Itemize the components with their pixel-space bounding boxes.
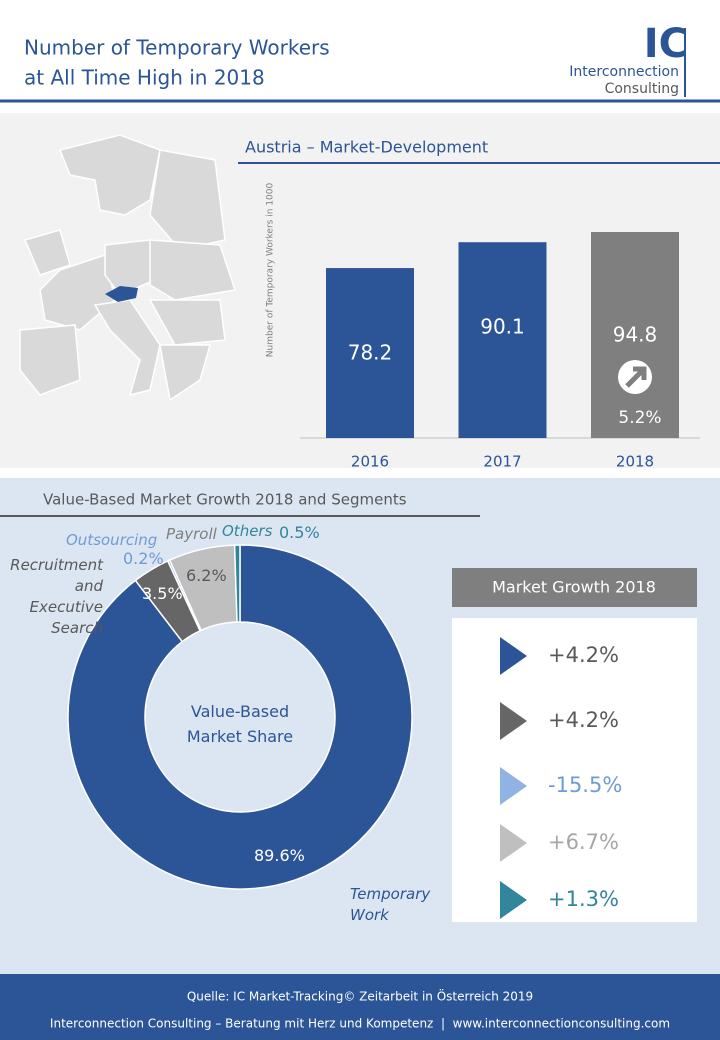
donut-segment bbox=[67, 544, 413, 890]
growth-header-bg bbox=[452, 568, 697, 607]
bar bbox=[591, 232, 679, 438]
value-label: 90.1 bbox=[480, 315, 525, 339]
footer-bg bbox=[0, 974, 720, 1040]
growth-triangle bbox=[500, 637, 527, 675]
growth-triangle bbox=[500, 702, 527, 740]
growth-box bbox=[452, 618, 697, 922]
growth-arrow bbox=[625, 366, 647, 388]
x-tick-label: 2016 bbox=[351, 453, 389, 471]
growth-title: Market Growth 2018 bbox=[492, 578, 656, 597]
bar bbox=[326, 268, 414, 438]
value-label: 78.2 bbox=[348, 341, 393, 365]
growth-value: +4.2% bbox=[548, 708, 619, 732]
pie-title: Value-Based Market Growth 2018 and Segme… bbox=[43, 491, 407, 509]
growth-triangle bbox=[500, 767, 527, 805]
growth-triangle bbox=[500, 824, 527, 862]
bar bbox=[458, 242, 547, 438]
growth-value: +6.7% bbox=[548, 830, 619, 854]
segment-value: 0.2% bbox=[123, 549, 164, 568]
segment-name: Temporary Work bbox=[350, 885, 431, 924]
logo-text: Consulting bbox=[605, 81, 679, 97]
segment-name: Payroll bbox=[166, 525, 217, 543]
growth-triangle bbox=[500, 881, 527, 919]
title-line: Number of Temporary Workers bbox=[24, 36, 330, 60]
segment-name: Others bbox=[222, 522, 273, 540]
growth-value: +4.2% bbox=[548, 643, 619, 667]
value-label: 94.8 bbox=[613, 323, 658, 347]
growth-value: -15.5% bbox=[548, 773, 622, 797]
segment-value: 6.2% bbox=[186, 566, 227, 585]
logo-text: Interconnection bbox=[569, 64, 679, 80]
growth-value: +1.3% bbox=[548, 887, 619, 911]
segment-name: Outsourcing bbox=[66, 531, 158, 549]
x-tick-label: 2017 bbox=[483, 453, 521, 471]
y-axis-label: Number of Temporary Workers in 1000 bbox=[266, 183, 276, 358]
annotation: 5.2% bbox=[618, 408, 661, 428]
donut-segment bbox=[233, 544, 241, 623]
europe-map bbox=[19, 134, 236, 402]
segment-value: 89.6% bbox=[254, 846, 305, 865]
logo-mark: IC bbox=[644, 21, 688, 67]
segment-name: Recruitment and Executive Search bbox=[10, 556, 103, 637]
title-line: at All Time High in 2018 bbox=[24, 66, 265, 90]
x-tick-label: 2018 bbox=[616, 453, 654, 471]
center-label: Value-Based Market Share bbox=[186, 702, 294, 746]
segment-value: 0.5% bbox=[279, 523, 320, 542]
bar-chart-title: Austria – Market-Development bbox=[245, 138, 488, 157]
austria-highlight bbox=[105, 286, 138, 302]
footer-contact: Interconnection Consulting – Beratung mi… bbox=[50, 1017, 670, 1031]
footer-source: Quelle: IC Market-Tracking© Zeitarbeit i… bbox=[187, 988, 533, 1004]
segment-value: 3.5% bbox=[142, 584, 183, 603]
